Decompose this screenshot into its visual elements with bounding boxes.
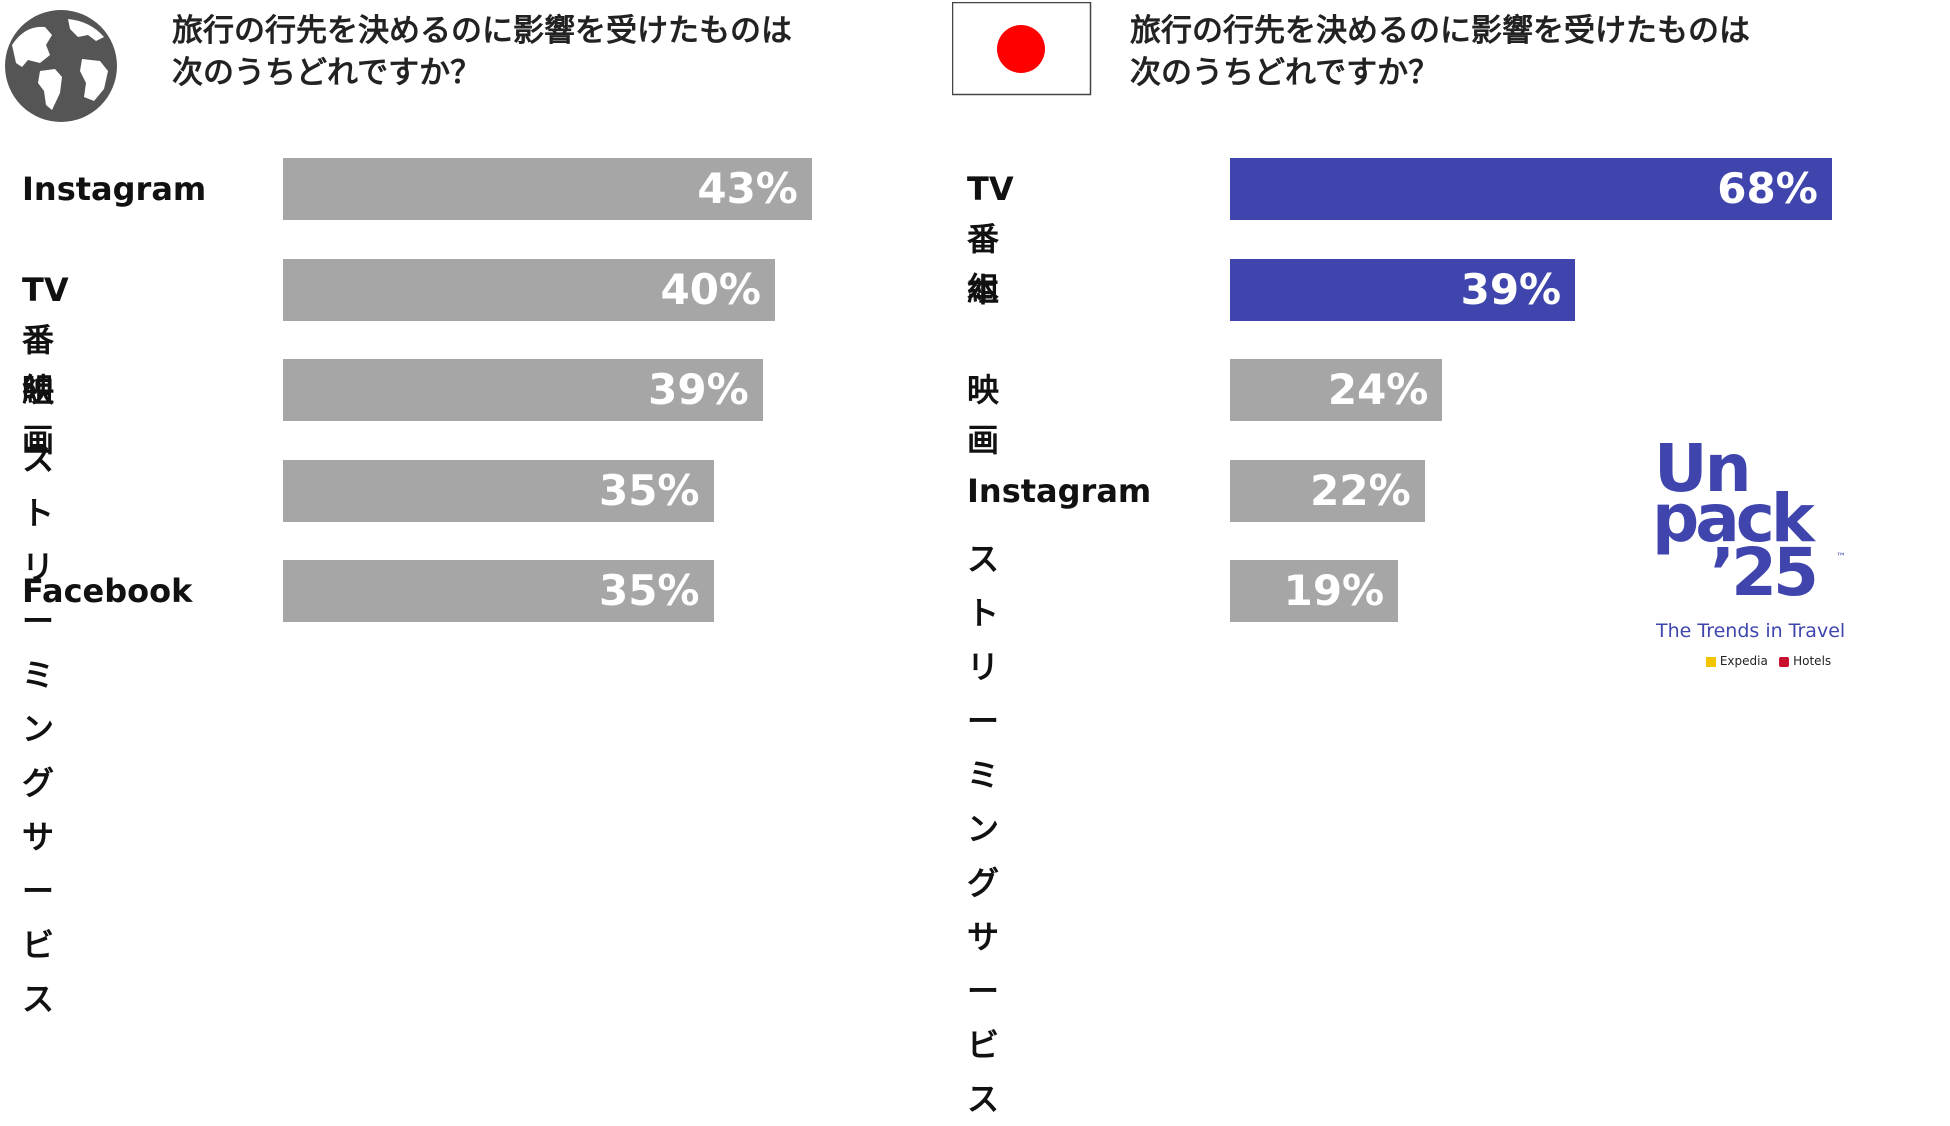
value-label: 19%: [1283, 566, 1385, 615]
category-label: Facebook: [22, 572, 193, 610]
logo-tagline: The Trends in Travel: [1656, 620, 1846, 642]
japan-flag-icon: [952, 2, 1092, 96]
bar: [1230, 560, 1399, 622]
bar: [283, 359, 763, 421]
logo-brands: Expedia Hotels: [1706, 654, 1831, 668]
bar: [1230, 459, 1425, 522]
logo-line-pack: pack: [1652, 480, 1815, 557]
logo-trademark: ™: [1836, 552, 1846, 563]
category-label: TV番組: [22, 270, 69, 409]
value-label: 24%: [1327, 365, 1429, 414]
value-label: 35%: [598, 465, 700, 515]
bar: [283, 560, 714, 622]
category-label: 映画: [22, 371, 55, 459]
unpack-logo: Un pack ’25 ™ The Trends in Travel Exped…: [1648, 436, 1858, 682]
category-label: Instagram: [967, 471, 1152, 510]
logo-line-un: Un: [1654, 430, 1752, 507]
expedia-icon: [1706, 656, 1716, 667]
value-label: 22%: [1310, 465, 1411, 515]
category-label: 本: [967, 270, 1000, 309]
category-label: Instagram: [22, 170, 207, 208]
value-label: 43%: [697, 164, 798, 213]
category-label: TV番組: [967, 170, 1014, 308]
bar: [283, 158, 812, 220]
bar: [283, 258, 775, 321]
value-label: 39%: [1460, 264, 1562, 314]
value-label: 68%: [1717, 164, 1818, 213]
value-label: 39%: [648, 365, 749, 414]
brand-hotels: Hotels: [1793, 654, 1832, 668]
globe-icon: [5, 10, 117, 122]
category-label: ストリーミング サービス: [22, 439, 55, 1018]
logo-line-year: ’25: [1710, 534, 1819, 611]
category-label: ストリーミング サービス: [967, 540, 1000, 1118]
brand-expedia: Expedia: [1719, 654, 1768, 668]
chart-title-global: 旅行の行先を決めるのに影響を受けたものは 次のうちどれですか？: [172, 13, 792, 91]
chart-title-japan: 旅行の行先を決めるのに影響を受けたものは 次のうちどれですか？: [1130, 13, 1750, 91]
value-label: 35%: [598, 566, 700, 615]
bar: [1230, 158, 1832, 220]
bar: [1230, 359, 1443, 421]
bar: [283, 459, 714, 522]
value-label: 40%: [660, 264, 761, 314]
hotels-icon: [1779, 656, 1790, 667]
category-label: 映画: [967, 371, 1000, 459]
bar: [1230, 258, 1576, 321]
